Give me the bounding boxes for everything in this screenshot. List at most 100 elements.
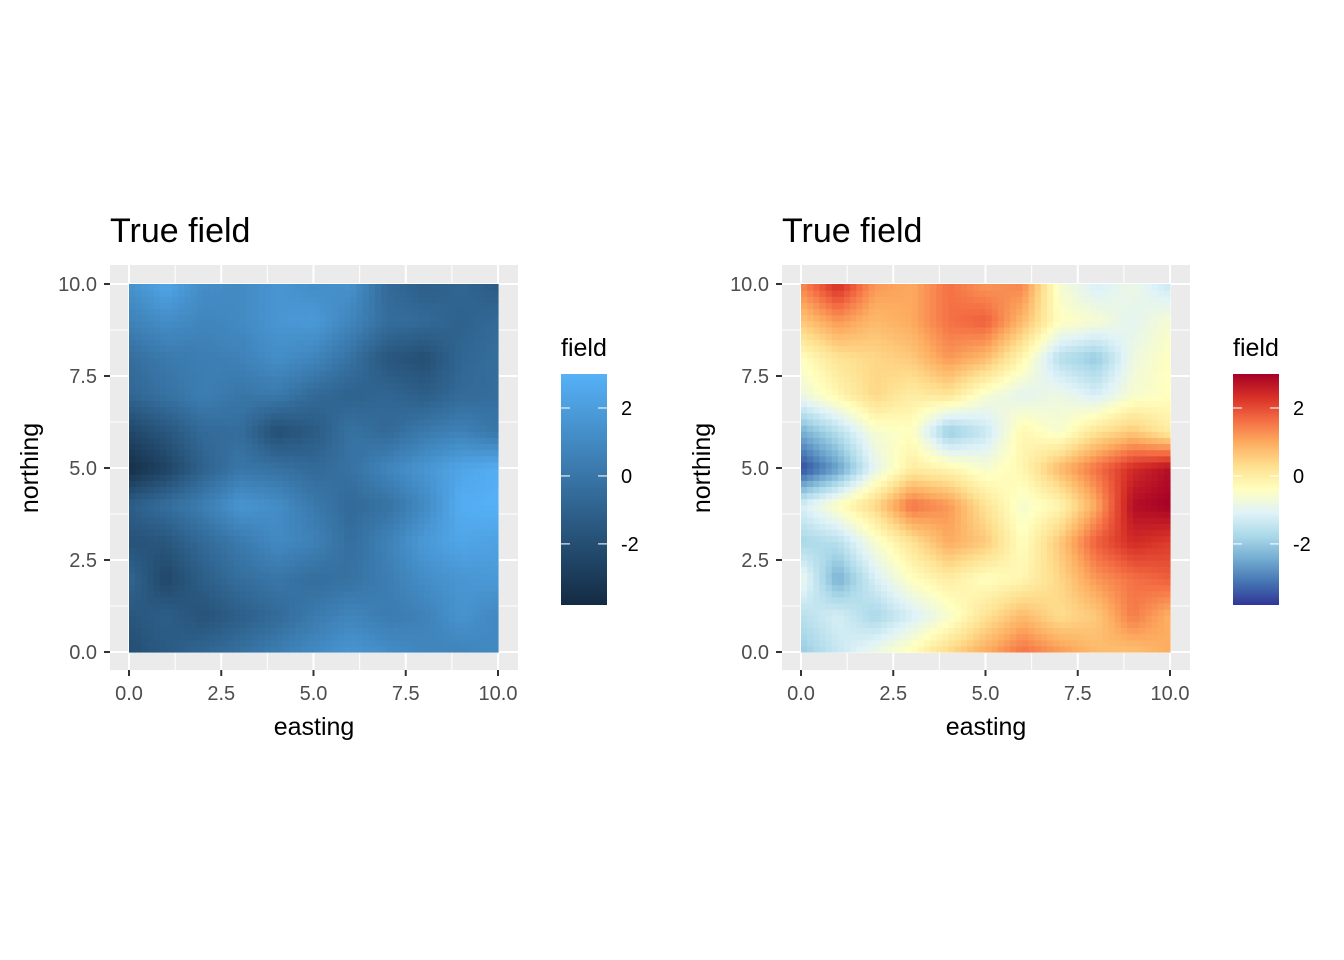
heatmap-cell bbox=[362, 425, 370, 432]
heatmap-cell bbox=[288, 284, 296, 291]
heatmap-cell bbox=[172, 639, 179, 647]
heatmap-cell bbox=[430, 517, 438, 524]
heatmap-cell bbox=[190, 566, 198, 573]
heatmap-cell bbox=[430, 382, 438, 389]
heatmap-cell bbox=[868, 584, 876, 592]
heatmap-cell bbox=[313, 602, 321, 610]
heatmap-cell bbox=[331, 553, 339, 561]
heatmap-cell bbox=[436, 541, 444, 549]
heatmap-cell bbox=[411, 425, 419, 432]
heatmap-cell bbox=[1028, 572, 1036, 579]
heatmap-cell bbox=[485, 621, 493, 629]
heatmap-cell bbox=[344, 468, 351, 475]
heatmap-cell bbox=[196, 584, 204, 592]
heatmap-cell bbox=[418, 339, 425, 346]
heatmap-cell bbox=[252, 566, 259, 573]
heatmap-cell bbox=[362, 394, 370, 402]
heatmap-cell bbox=[141, 627, 149, 635]
heatmap-cell bbox=[997, 535, 1005, 543]
heatmap-cell bbox=[461, 308, 468, 316]
heatmap-cell bbox=[313, 541, 321, 549]
heatmap-cell bbox=[399, 566, 407, 573]
heatmap-cell bbox=[411, 578, 419, 586]
heatmap-cell bbox=[454, 308, 462, 316]
heatmap-cell bbox=[276, 412, 284, 420]
heatmap-cell bbox=[172, 584, 179, 592]
heatmap-cell bbox=[368, 284, 376, 291]
heatmap-cell bbox=[208, 455, 216, 463]
heatmap-cell bbox=[295, 566, 302, 573]
heatmap-cell bbox=[190, 437, 198, 445]
heatmap-cell bbox=[264, 547, 272, 555]
heatmap-cell bbox=[862, 627, 870, 635]
heatmap-cell bbox=[393, 284, 401, 291]
heatmap-cell bbox=[1047, 517, 1054, 524]
heatmap-cell bbox=[165, 412, 173, 420]
heatmap-cell bbox=[307, 602, 315, 610]
heatmap-cell bbox=[362, 584, 370, 592]
heatmap-cell bbox=[252, 357, 259, 365]
heatmap-cell bbox=[448, 578, 456, 586]
heatmap-cell bbox=[1065, 529, 1073, 537]
heatmap-cell bbox=[1120, 633, 1128, 641]
heatmap-cell bbox=[301, 596, 308, 604]
heatmap-cell bbox=[147, 431, 155, 438]
heatmap-cell bbox=[1077, 566, 1085, 573]
heatmap-cell bbox=[856, 615, 864, 622]
heatmap-cell bbox=[338, 406, 345, 414]
heatmap-cell bbox=[221, 517, 228, 524]
heatmap-cell bbox=[491, 431, 499, 438]
heatmap-cell bbox=[899, 639, 907, 647]
heatmap-cell bbox=[868, 541, 876, 549]
heatmap-cell bbox=[221, 290, 228, 297]
heatmap-cell bbox=[221, 333, 228, 340]
heatmap-cell bbox=[813, 609, 821, 616]
heatmap-cell bbox=[461, 284, 468, 291]
heatmap-cell bbox=[491, 455, 499, 463]
heatmap-cell bbox=[1126, 572, 1134, 579]
heatmap-cell bbox=[1083, 566, 1091, 573]
heatmap-cell bbox=[485, 461, 493, 469]
heatmap-cell bbox=[135, 492, 142, 500]
heatmap-cell bbox=[301, 369, 308, 377]
heatmap-cell bbox=[1028, 553, 1036, 561]
heatmap-cell bbox=[1040, 590, 1048, 598]
heatmap-cell bbox=[202, 627, 210, 635]
heatmap-cell bbox=[905, 529, 913, 537]
heatmap-cell bbox=[313, 376, 321, 383]
heatmap-cell bbox=[418, 498, 425, 506]
heatmap-cell bbox=[153, 326, 161, 334]
heatmap-cell bbox=[190, 504, 198, 512]
heatmap-cell bbox=[930, 615, 937, 622]
heatmap-cell bbox=[411, 296, 419, 303]
heatmap-cell bbox=[485, 578, 493, 586]
heatmap-cell bbox=[473, 529, 481, 537]
heatmap-cell bbox=[1114, 547, 1122, 555]
heatmap-cell bbox=[313, 615, 321, 622]
heatmap-cell bbox=[147, 609, 155, 616]
heatmap-cell bbox=[141, 486, 149, 494]
heatmap-cell bbox=[930, 578, 937, 586]
heatmap-cell bbox=[375, 455, 382, 463]
heatmap-cell bbox=[282, 314, 290, 322]
heatmap-cell bbox=[837, 553, 845, 561]
heatmap-cell bbox=[448, 492, 456, 500]
heatmap-cell bbox=[301, 541, 308, 549]
heatmap-cell bbox=[258, 369, 265, 377]
heatmap-cell bbox=[454, 437, 462, 445]
heatmap-cell bbox=[362, 541, 370, 549]
heatmap-cell bbox=[1114, 627, 1122, 635]
heatmap-cell bbox=[245, 308, 253, 316]
heatmap-cell bbox=[1145, 621, 1153, 629]
heatmap-cell bbox=[375, 498, 382, 506]
heatmap-cell bbox=[258, 388, 265, 395]
heatmap-cell bbox=[196, 388, 204, 395]
heatmap-cell bbox=[276, 357, 284, 365]
heatmap-cell bbox=[202, 284, 210, 291]
heatmap-cell bbox=[196, 406, 204, 414]
heatmap-cell bbox=[461, 302, 468, 310]
heatmap-cell bbox=[190, 621, 198, 629]
heatmap-cell bbox=[807, 627, 814, 635]
heatmap-cell bbox=[313, 596, 321, 604]
heatmap-cell bbox=[288, 498, 296, 506]
